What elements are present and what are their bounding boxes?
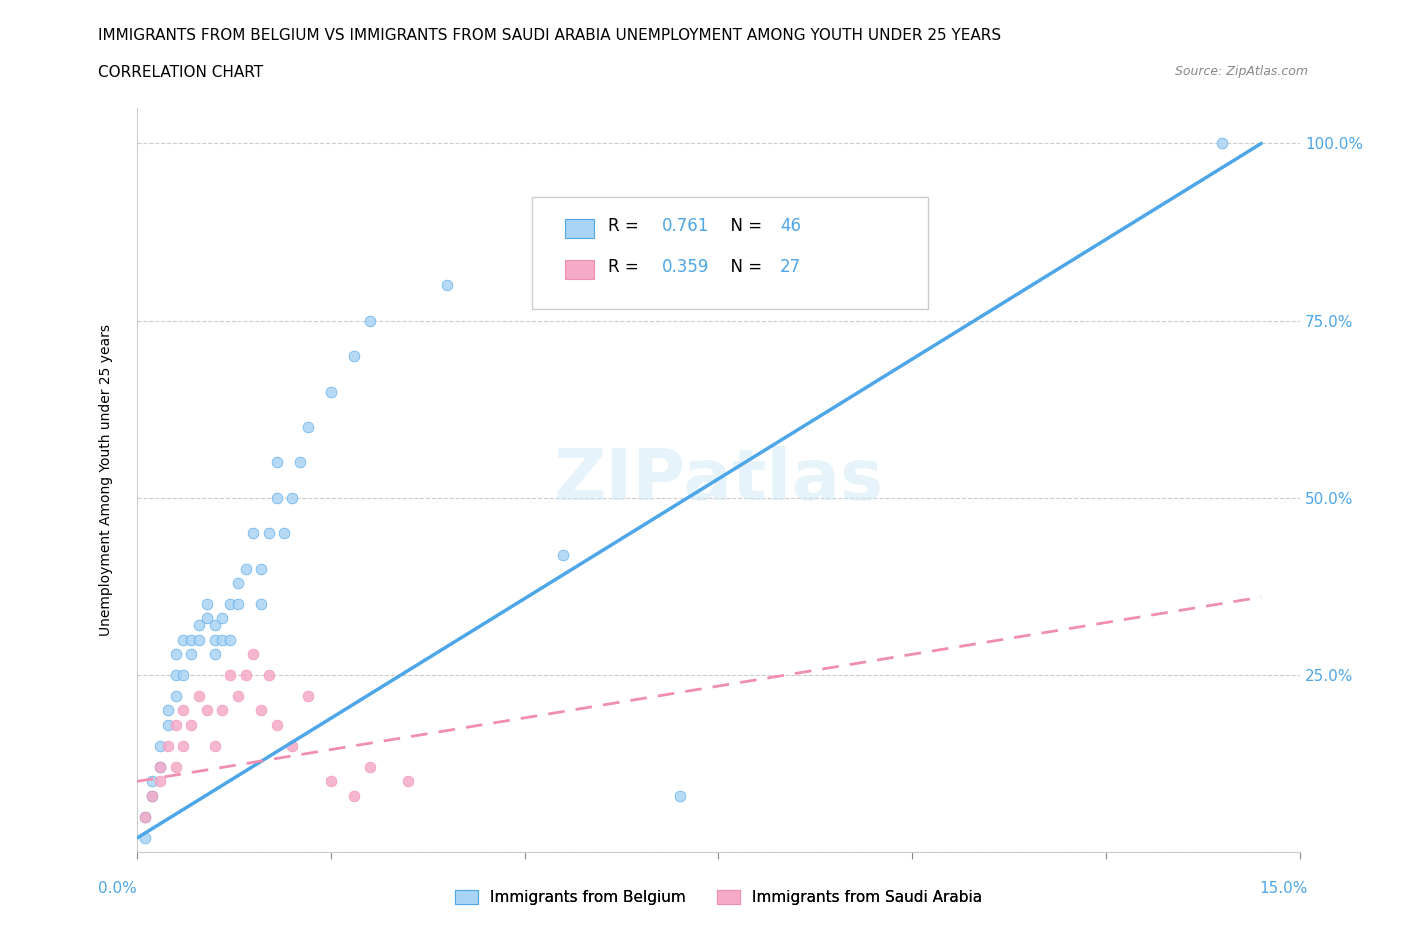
- Text: 27: 27: [780, 258, 801, 275]
- Point: [211, 611, 233, 626]
- Point: [165, 668, 187, 683]
- FancyBboxPatch shape: [533, 197, 928, 309]
- Point: [204, 646, 226, 661]
- Text: 46: 46: [780, 217, 801, 234]
- Point: [250, 562, 273, 577]
- Text: R =: R =: [607, 258, 644, 275]
- Point: [266, 455, 288, 470]
- Point: [319, 384, 342, 399]
- Legend: Immigrants from Belgium, Immigrants from Saudi Arabia: Immigrants from Belgium, Immigrants from…: [449, 884, 988, 911]
- Text: 0.0%: 0.0%: [98, 881, 138, 896]
- Point: [141, 788, 163, 803]
- Point: [553, 547, 575, 562]
- Point: [149, 738, 172, 753]
- Text: CORRELATION CHART: CORRELATION CHART: [98, 65, 263, 80]
- Point: [195, 597, 218, 612]
- Point: [180, 717, 202, 732]
- Point: [266, 490, 288, 505]
- Point: [156, 717, 179, 732]
- Point: [165, 689, 187, 704]
- Point: [343, 788, 366, 803]
- Text: R =: R =: [607, 217, 644, 234]
- Point: [141, 788, 163, 803]
- Point: [149, 760, 172, 775]
- Point: [250, 597, 273, 612]
- Point: [141, 774, 163, 789]
- Point: [668, 788, 690, 803]
- Text: 15.0%: 15.0%: [1260, 881, 1308, 896]
- FancyBboxPatch shape: [565, 219, 595, 238]
- Text: 0.761: 0.761: [661, 217, 709, 234]
- Point: [173, 668, 195, 683]
- Point: [281, 490, 304, 505]
- Text: N =: N =: [720, 217, 768, 234]
- Point: [242, 525, 264, 540]
- Point: [235, 668, 257, 683]
- Point: [273, 525, 295, 540]
- Point: [359, 313, 381, 328]
- Y-axis label: Unemployment Among Youth under 25 years: Unemployment Among Youth under 25 years: [100, 325, 114, 636]
- Point: [281, 738, 304, 753]
- Point: [257, 525, 280, 540]
- Point: [173, 738, 195, 753]
- Point: [266, 717, 288, 732]
- Point: [165, 760, 187, 775]
- Point: [396, 774, 419, 789]
- Point: [242, 646, 264, 661]
- Point: [288, 455, 311, 470]
- Point: [180, 646, 202, 661]
- Point: [188, 689, 211, 704]
- Point: [343, 349, 366, 364]
- Point: [149, 774, 172, 789]
- Point: [188, 632, 211, 647]
- Point: [257, 668, 280, 683]
- Point: [211, 632, 233, 647]
- Point: [235, 562, 257, 577]
- Point: [226, 597, 249, 612]
- Point: [219, 632, 242, 647]
- Point: [195, 611, 218, 626]
- Point: [204, 738, 226, 753]
- Point: [156, 703, 179, 718]
- Point: [250, 703, 273, 718]
- FancyBboxPatch shape: [565, 260, 595, 279]
- Point: [211, 703, 233, 718]
- Point: [297, 419, 319, 434]
- Point: [319, 774, 342, 789]
- Point: [134, 830, 156, 845]
- Point: [180, 632, 202, 647]
- Point: [219, 597, 242, 612]
- Text: IMMIGRANTS FROM BELGIUM VS IMMIGRANTS FROM SAUDI ARABIA UNEMPLOYMENT AMONG YOUTH: IMMIGRANTS FROM BELGIUM VS IMMIGRANTS FR…: [98, 28, 1001, 43]
- Point: [149, 760, 172, 775]
- Text: 0.359: 0.359: [661, 258, 709, 275]
- Point: [1211, 136, 1233, 151]
- Point: [165, 646, 187, 661]
- Point: [195, 703, 218, 718]
- Point: [204, 632, 226, 647]
- Point: [134, 809, 156, 824]
- Text: N =: N =: [720, 258, 768, 275]
- Point: [359, 760, 381, 775]
- Point: [134, 809, 156, 824]
- Point: [226, 689, 249, 704]
- Point: [173, 703, 195, 718]
- Point: [156, 738, 179, 753]
- Point: [297, 689, 319, 704]
- Point: [173, 632, 195, 647]
- Point: [165, 717, 187, 732]
- Point: [226, 576, 249, 591]
- Point: [219, 668, 242, 683]
- Text: Source: ZipAtlas.com: Source: ZipAtlas.com: [1174, 65, 1308, 78]
- Point: [188, 618, 211, 633]
- Point: [436, 278, 458, 293]
- Point: [204, 618, 226, 633]
- Text: ZIPatlas: ZIPatlas: [554, 445, 883, 514]
